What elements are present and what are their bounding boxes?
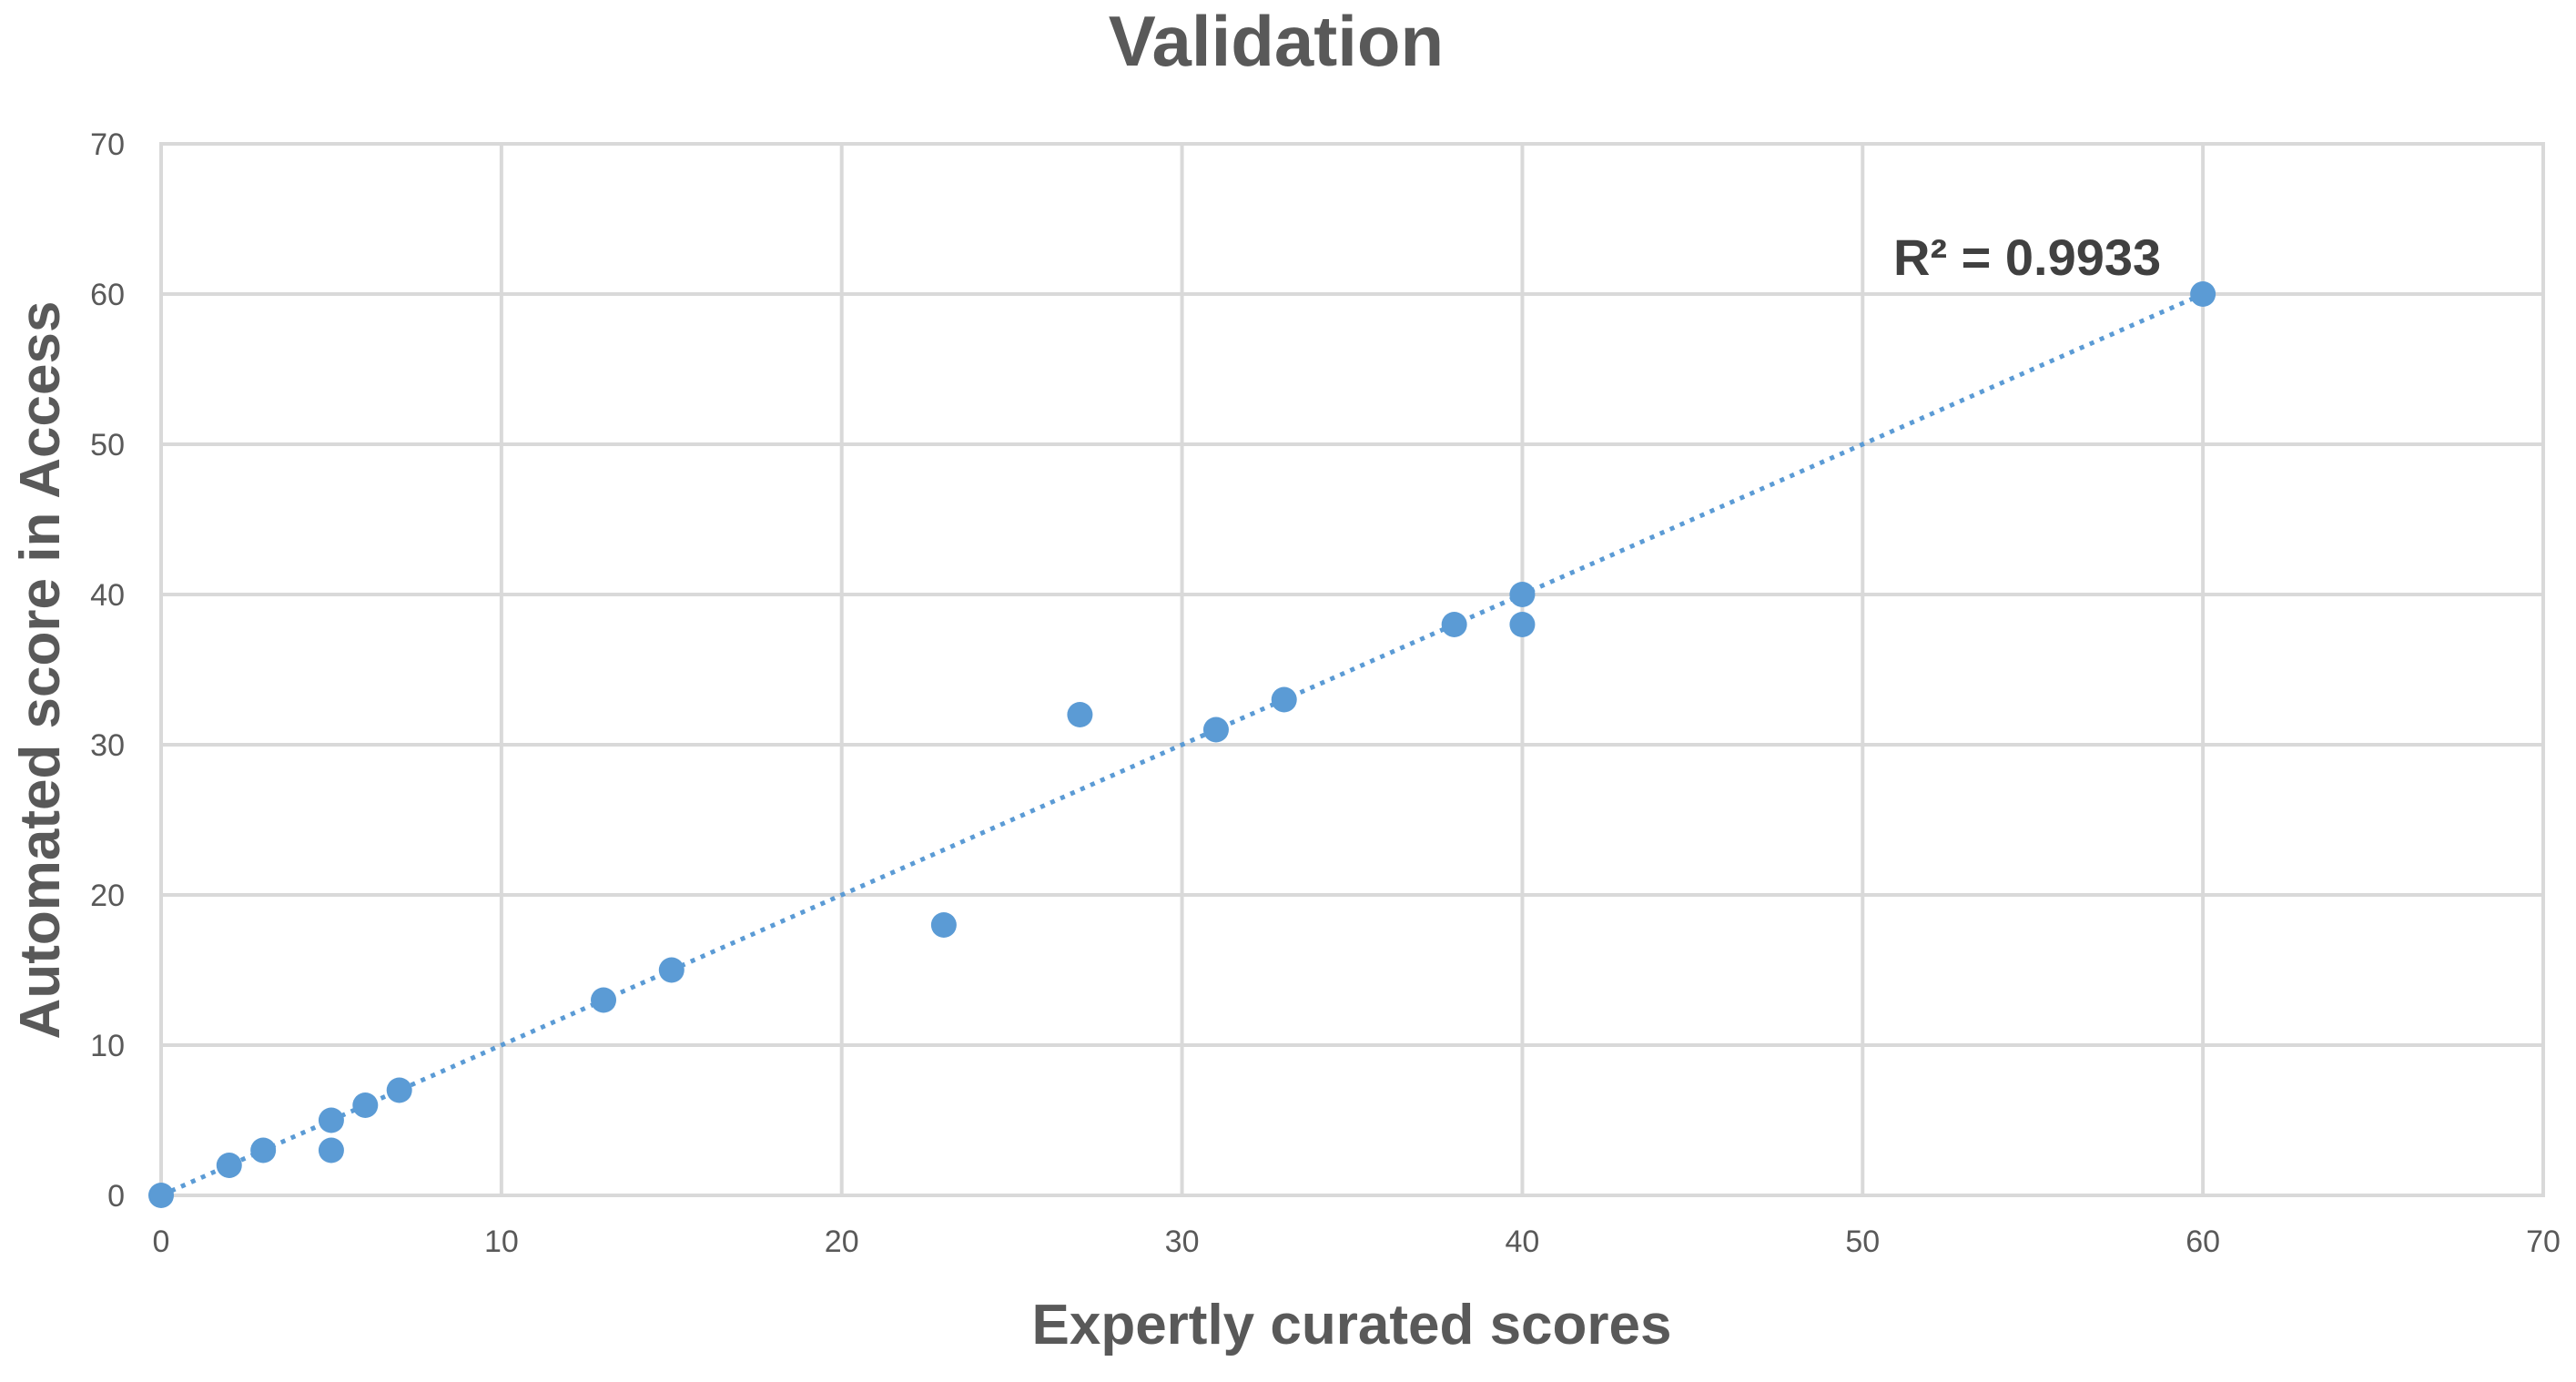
data-point	[930, 912, 957, 938]
data-point	[1509, 582, 1536, 607]
tick-labels: 0 10 20 30 40 50 60 70 0 10 20 30 40 50 60 70	[90, 127, 2561, 1259]
data-point	[250, 1137, 277, 1164]
x-tick-label: 40	[1506, 1224, 1540, 1259]
data-point	[1509, 612, 1536, 637]
data-point	[386, 1077, 412, 1103]
x-tick-label: 70	[2526, 1224, 2561, 1259]
y-tick-label: 70	[90, 127, 125, 162]
data-point	[148, 1183, 174, 1208]
trendline	[159, 291, 2205, 1198]
data-point	[1271, 686, 1297, 713]
x-axis-label: Expertly curated scores	[1031, 1294, 1671, 1357]
data-point	[352, 1092, 379, 1118]
data-point	[318, 1137, 344, 1164]
data-point	[216, 1153, 242, 1178]
x-tick-label: 60	[2186, 1224, 2220, 1259]
data-point	[318, 1107, 344, 1133]
chart-title: Validation	[1109, 1, 1444, 81]
x-tick-label: 20	[825, 1224, 859, 1259]
x-tick-label: 30	[1165, 1224, 1200, 1259]
x-tick-label: 0	[153, 1224, 170, 1259]
r-squared-annotation: R² = 0.9933	[1893, 229, 2161, 286]
y-axis-label: Automated score in Access	[9, 301, 72, 1040]
data-points	[148, 281, 2216, 1208]
x-tick-label: 10	[484, 1224, 519, 1259]
grid-layer	[159, 142, 2545, 1197]
data-point	[591, 987, 617, 1013]
y-tick-label: 50	[90, 428, 125, 462]
y-tick-label: 0	[107, 1179, 125, 1214]
data-point	[658, 957, 685, 983]
data-point	[1441, 612, 1467, 637]
y-tick-label: 60	[90, 278, 125, 312]
data-point	[2190, 281, 2216, 307]
plot-area-border	[159, 142, 2545, 1197]
data-point	[1067, 702, 1093, 727]
y-tick-label: 20	[90, 879, 125, 913]
y-tick-label: 10	[90, 1029, 125, 1063]
y-tick-label: 30	[90, 728, 125, 763]
x-tick-label: 50	[1845, 1224, 1880, 1259]
data-point	[1202, 716, 1229, 743]
y-tick-label: 40	[90, 578, 125, 613]
